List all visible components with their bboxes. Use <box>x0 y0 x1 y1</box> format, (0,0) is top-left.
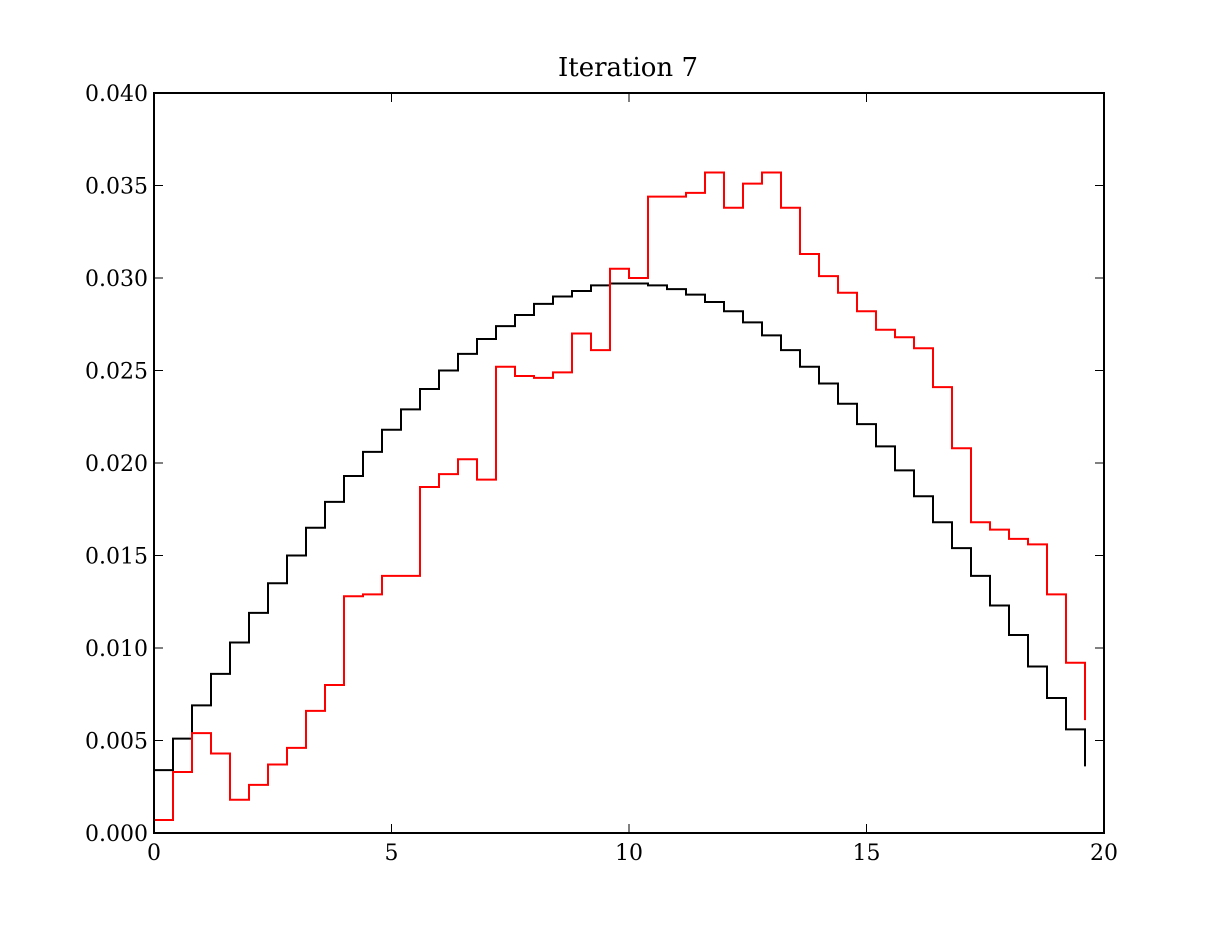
y-tick-label: 0.015 <box>85 545 148 570</box>
x-tick-label: 10 <box>615 841 643 866</box>
y-tick-label: 0.000 <box>85 822 148 847</box>
series-layer <box>154 171 1086 822</box>
y-tick-label: 0.030 <box>85 267 148 292</box>
x-tick-label: 20 <box>1090 841 1118 866</box>
y-tick-label: 0.020 <box>85 452 148 477</box>
y-tick-label: 0.025 <box>85 360 148 385</box>
series-line-2 <box>154 171 1086 822</box>
y-tick-label: 0.035 <box>85 175 148 200</box>
plot-frame <box>153 92 1105 834</box>
x-tick-label: 5 <box>385 841 399 866</box>
tick-label-layer: 0 5 10 15 20 0.000 0.005 0.010 0.015 0.020 0.025 0.… <box>85 82 1118 866</box>
x-tick-label: 15 <box>853 841 881 866</box>
x-tick-label: 0 <box>147 841 161 866</box>
chart-title: Iteration 7 <box>558 53 698 83</box>
y-tick-label: 0.040 <box>85 82 148 107</box>
series-line-1 <box>154 282 1086 772</box>
y-tick-label: 0.005 <box>85 730 148 755</box>
y-tick-label: 0.010 <box>85 637 148 662</box>
